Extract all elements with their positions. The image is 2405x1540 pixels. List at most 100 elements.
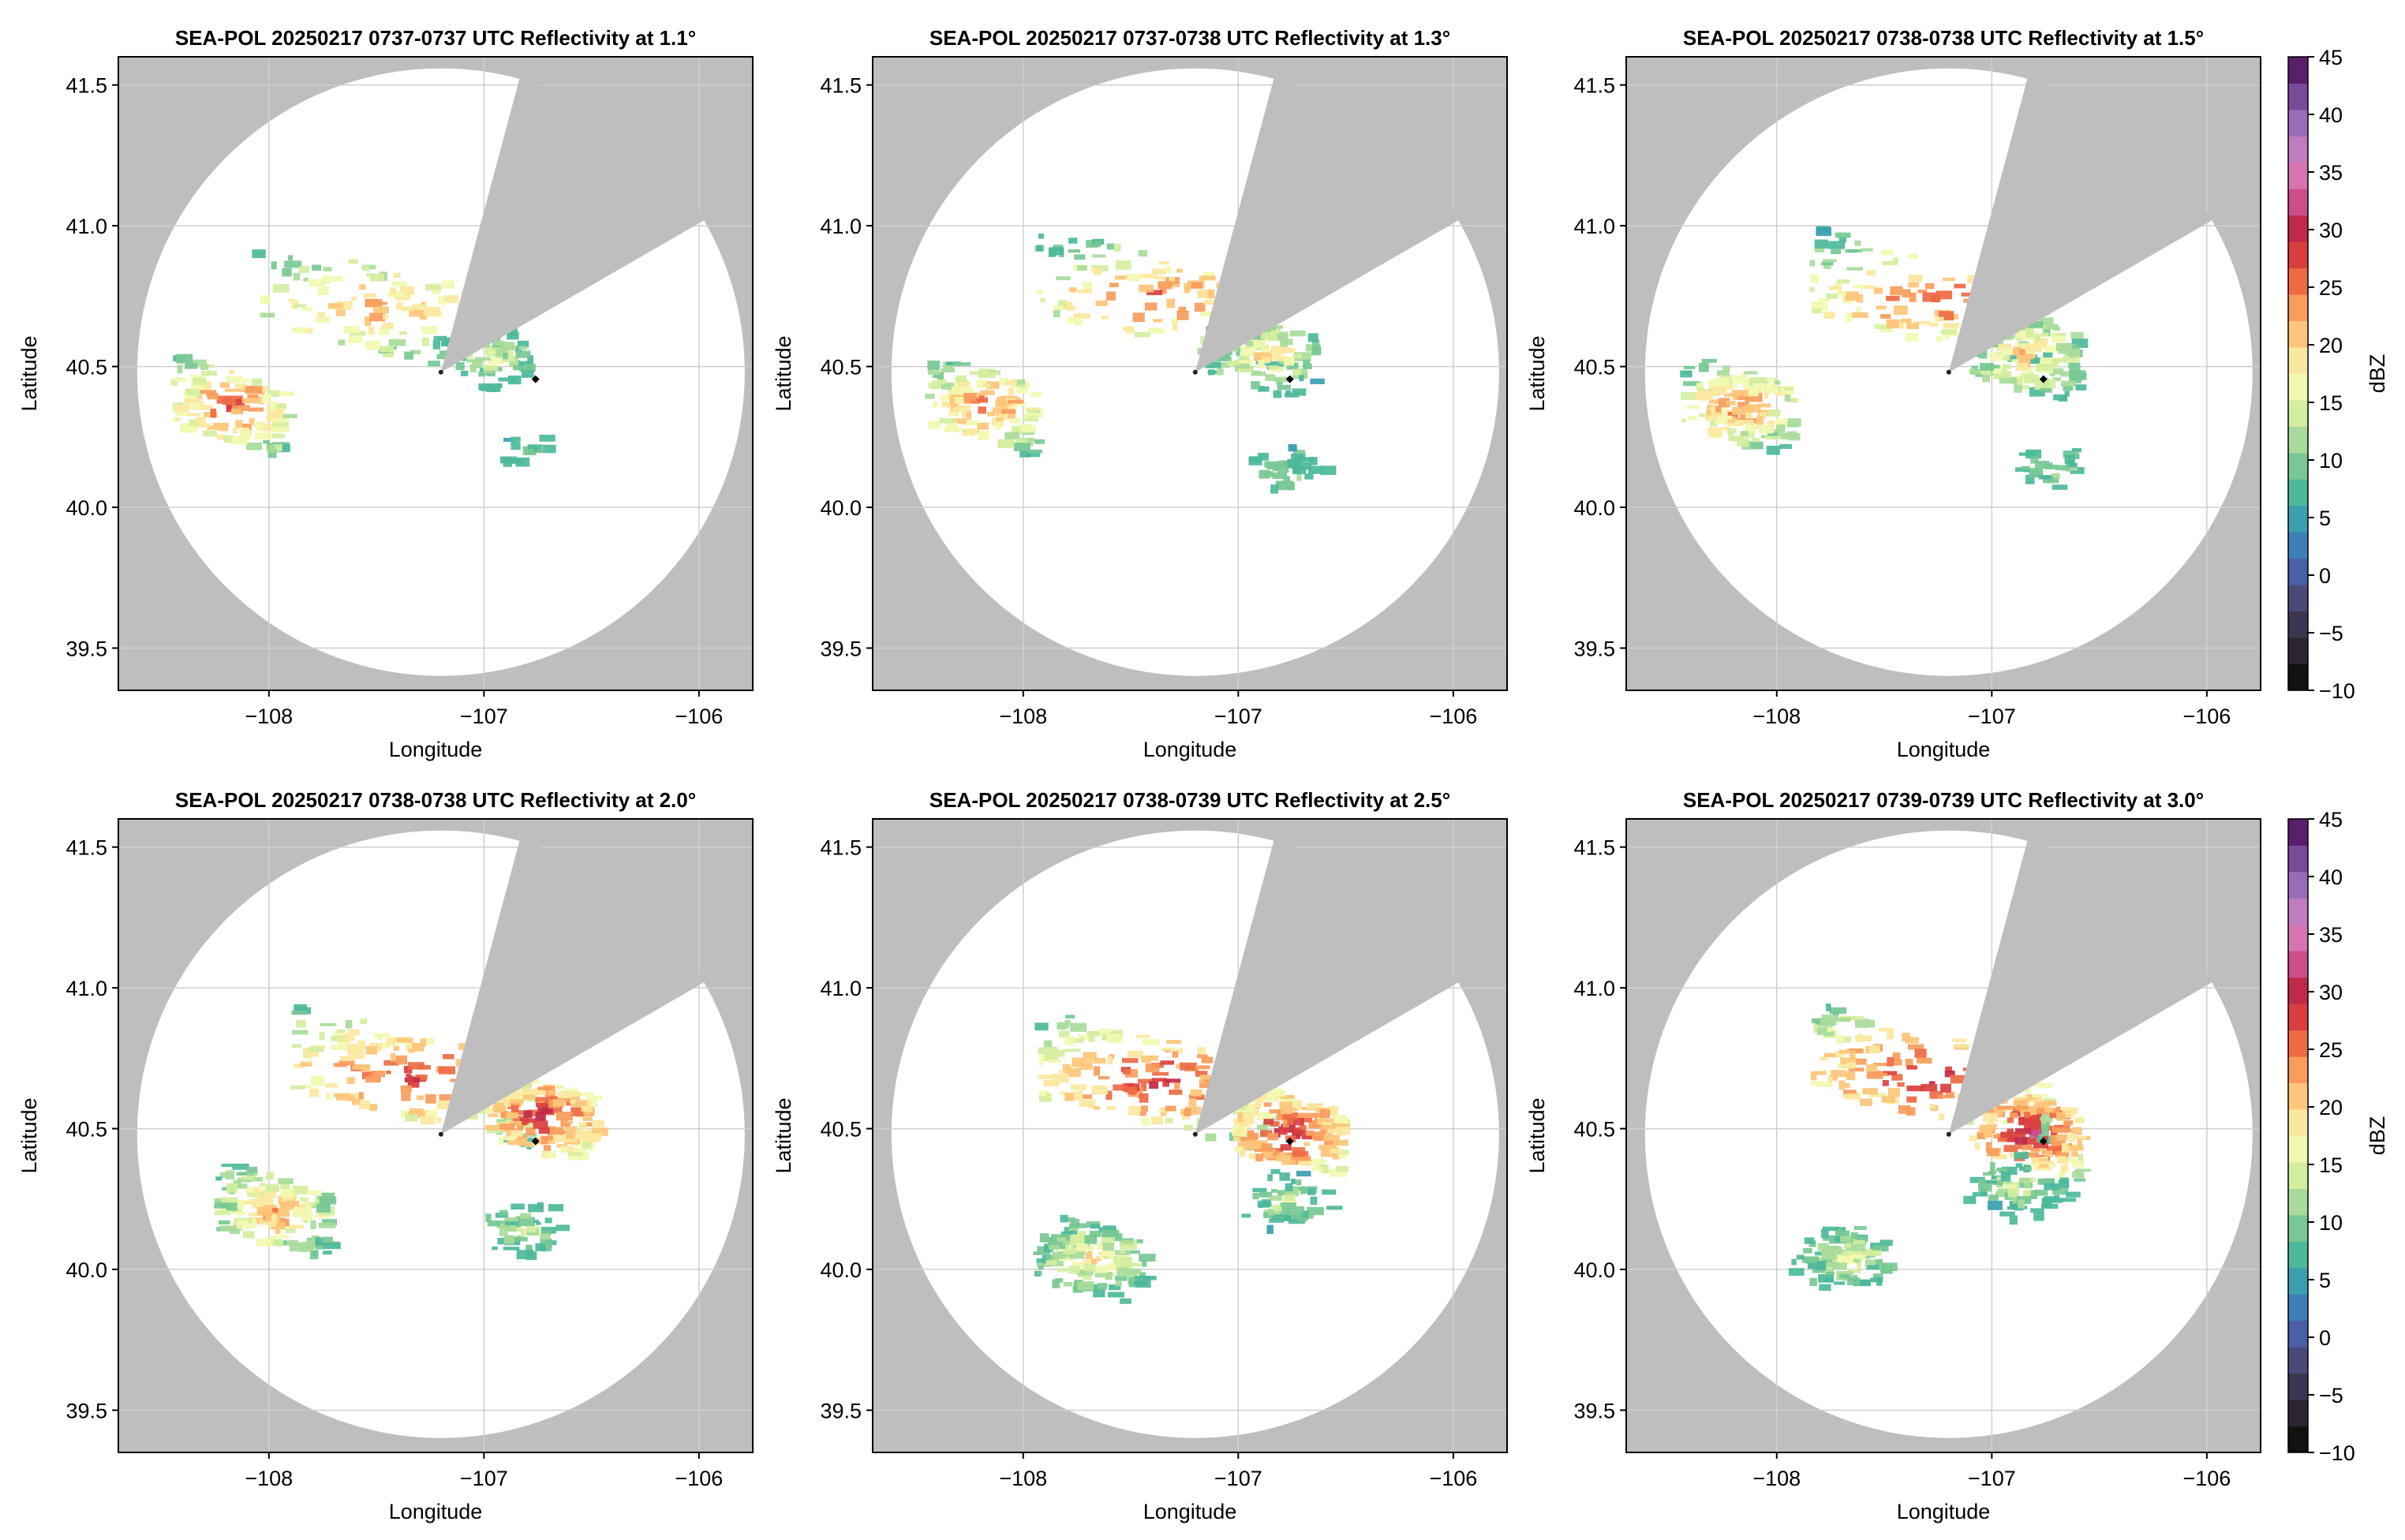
- echo-cell: [2052, 377, 2061, 382]
- echo-cell: [1107, 1034, 1123, 1044]
- echo-cell: [1205, 361, 1221, 368]
- echo-cell: [1280, 1144, 1292, 1151]
- echo-cell: [498, 377, 516, 382]
- echo-cell: [1767, 432, 1778, 436]
- echo-cell: [1310, 1131, 1326, 1140]
- echo-cell: [1122, 1069, 1131, 1075]
- echo-cell: [992, 407, 1008, 413]
- echo-cell: [511, 1105, 519, 1113]
- echo-cell: [1722, 426, 1730, 431]
- echo-cell: [315, 316, 331, 323]
- echo-cell: [1882, 1079, 1889, 1086]
- echo-cell: [1140, 1082, 1147, 1092]
- echo-cell: [1251, 381, 1260, 390]
- echo-cell: [401, 1092, 411, 1101]
- echo-cell: [2024, 374, 2040, 384]
- echo-cell: [1073, 1090, 1083, 1101]
- echo-cell: [941, 401, 948, 408]
- echo-cell: [1305, 344, 1312, 352]
- echo-cell: [1717, 370, 1730, 376]
- echo-cell: [1093, 1066, 1101, 1076]
- echo-cell: [487, 1220, 501, 1227]
- echo-cell: [2056, 1134, 2068, 1141]
- echo-cell: [1274, 376, 1289, 383]
- echo-cell: [2071, 1171, 2085, 1178]
- echo-cell: [540, 1239, 552, 1247]
- echo-cell: [1052, 1279, 1060, 1288]
- echo-cell: [535, 1087, 544, 1096]
- echo-cell: [571, 1147, 586, 1155]
- x-tick-label: −107: [1214, 705, 1262, 728]
- echo-cell: [2019, 1177, 2031, 1182]
- echo-cell: [1838, 1063, 1855, 1069]
- echo-cell: [526, 1228, 539, 1236]
- echo-cell: [1850, 1232, 1858, 1239]
- echo-cell: [579, 1092, 594, 1097]
- echo-cell: [1176, 1048, 1184, 1054]
- echo-cell: [2007, 1187, 2019, 1198]
- echo-cell: [1909, 292, 1917, 302]
- echo-cell: [1913, 320, 1931, 325]
- echo-cell: [260, 1183, 265, 1187]
- echo-cell: [2056, 1156, 2067, 1164]
- echo-cell: [225, 1170, 235, 1180]
- echo-cell: [1914, 1048, 1927, 1058]
- colorbar-segment: [2288, 1161, 2308, 1189]
- echo-cell: [504, 1093, 521, 1100]
- echo-cell: [2066, 462, 2078, 472]
- echo-cell: [552, 1098, 566, 1107]
- colorbar-segment: [2288, 479, 2308, 506]
- echo-cell: [325, 1083, 338, 1088]
- echo-cell: [1236, 347, 1243, 357]
- echo-cell: [226, 404, 232, 409]
- echo-cell: [511, 436, 521, 442]
- echo-cell: [268, 1235, 275, 1240]
- echo-cell: [2001, 371, 2012, 379]
- echo-cell: [1038, 1093, 1052, 1102]
- echo-cell: [320, 1022, 337, 1026]
- echo-cell: [1005, 380, 1017, 386]
- echo-cell: [315, 1242, 324, 1250]
- panel-frame: [1625, 56, 2261, 691]
- echo-cell: [1093, 1106, 1100, 1110]
- echo-cell: [1105, 1272, 1113, 1280]
- blocked-sector: [1195, 840, 1459, 1134]
- y-tick-label: 41.0: [65, 215, 107, 238]
- panel-frame: [118, 818, 754, 1453]
- colorbar-segment: [2288, 452, 2308, 480]
- echo-cell: [928, 383, 943, 388]
- colorbar-label: dBZ: [2366, 354, 2389, 394]
- y-tick-label: 41.5: [820, 74, 862, 98]
- echo-cell: [1853, 1226, 1867, 1230]
- echo-cell: [1089, 1230, 1101, 1237]
- echo-cell: [1311, 1166, 1322, 1172]
- echo-cell: [499, 1137, 504, 1146]
- echo-cell: [1835, 1230, 1850, 1236]
- echo-cell: [346, 1077, 355, 1084]
- echo-cell: [205, 364, 215, 368]
- echo-cell: [965, 428, 980, 434]
- echo-cell: [507, 376, 522, 385]
- y-tick-label: 41.0: [1573, 977, 1615, 1000]
- echo-cell: [301, 1213, 309, 1221]
- colorbar-segment: [2288, 189, 2308, 216]
- echo-cell: [2063, 384, 2074, 391]
- echo-cell: [1296, 1179, 1302, 1186]
- echo-cell: [939, 417, 956, 424]
- y-tick-label: 41.5: [820, 836, 862, 860]
- echo-cell: [943, 361, 954, 370]
- echo-cell: [1279, 1152, 1292, 1157]
- echo-cell: [1102, 1225, 1116, 1230]
- echo-cell: [933, 374, 940, 379]
- echo-cell: [1745, 404, 1761, 413]
- echo-cell: [1802, 1256, 1820, 1263]
- echo-cell: [584, 1133, 602, 1142]
- echo-cell: [1299, 1125, 1307, 1130]
- echo-cell: [360, 1019, 368, 1024]
- echo-cell: [1997, 1105, 2013, 1110]
- echo-cell: [2075, 384, 2087, 391]
- echo-cell: [511, 1101, 521, 1108]
- echo-cell: [2009, 1112, 2018, 1119]
- gridlines: [873, 819, 1507, 1452]
- echo-cell: [2039, 1112, 2053, 1122]
